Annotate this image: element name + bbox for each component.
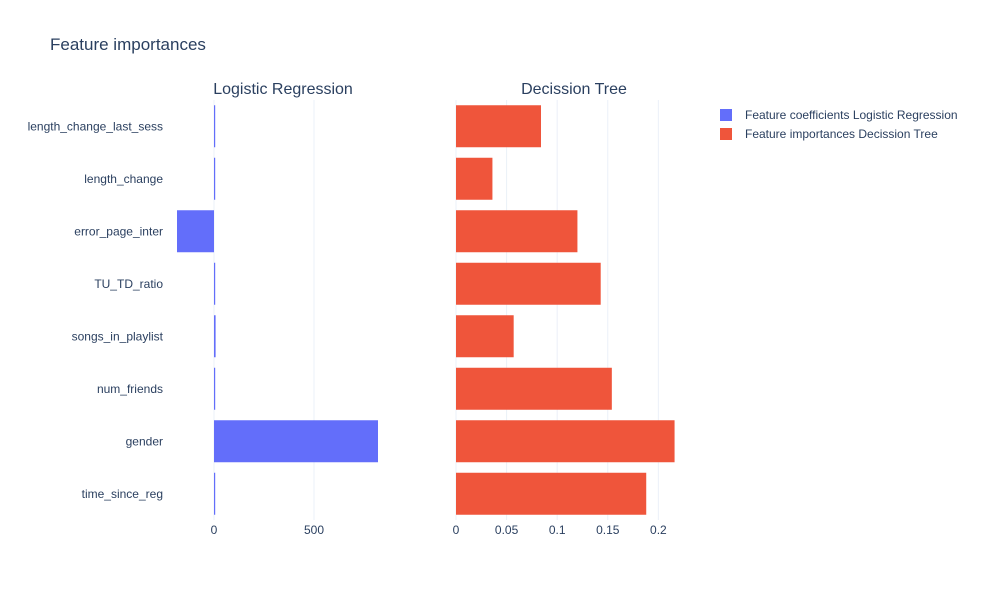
legend-label[interactable]: Feature importances Decission Tree [745, 127, 938, 141]
legend[interactable]: Feature coefficients Logistic Regression… [720, 108, 958, 141]
x-tick-label: 0.2 [650, 523, 667, 537]
y-tick-label: TU_TD_ratio [94, 277, 163, 291]
bar-error-page-inter[interactable] [177, 210, 214, 253]
bar-num-friends[interactable] [456, 367, 612, 410]
bar-length-change[interactable] [456, 157, 493, 200]
y-tick-label: songs_in_playlist [72, 329, 164, 343]
bar-length-change-last-sess[interactable] [214, 105, 216, 148]
legend-swatch[interactable] [720, 128, 732, 140]
bar-time-since-reg[interactable] [456, 472, 647, 515]
y-tick-label: num_friends [97, 382, 163, 396]
bar-error-page-inter[interactable] [456, 210, 578, 253]
x-tick-label: 0.05 [495, 523, 519, 537]
y-tick-label: time_since_reg [82, 487, 163, 501]
chart-title: Feature importances [50, 35, 206, 54]
bar-gender[interactable] [214, 420, 378, 463]
bar-tu-td-ratio[interactable] [456, 262, 601, 305]
label-layer: length_change_last_sess length_changeerro… [28, 81, 667, 537]
x-tick-label: 0 [211, 523, 218, 537]
y-tick-label: length_change [84, 172, 163, 186]
bar-length-change[interactable] [214, 157, 216, 200]
legend-label[interactable]: Feature coefficients Logistic Regression [745, 108, 958, 122]
bar-num-friends[interactable] [214, 367, 216, 410]
x-tick-label: 0.15 [596, 523, 620, 537]
bar-gender[interactable] [456, 420, 675, 463]
y-tick-label: gender [126, 434, 163, 448]
bar-time-since-reg[interactable] [214, 472, 216, 515]
bar-length-change-last-sess[interactable] [456, 105, 541, 148]
bar-layer [177, 105, 675, 515]
bar-songs-in-playlist[interactable] [456, 315, 514, 358]
subplot-title: Decission Tree [521, 81, 627, 98]
bar-tu-td-ratio[interactable] [214, 262, 216, 305]
x-tick-label: 500 [304, 523, 324, 537]
legend-swatch[interactable] [720, 109, 732, 121]
x-tick-label: 0.1 [549, 523, 566, 537]
y-tick-label: error_page_inter [74, 224, 163, 238]
bar-songs-in-playlist[interactable] [214, 315, 216, 358]
subplot-title: Logistic Regression [213, 81, 353, 98]
x-tick-label: 0 [453, 523, 460, 537]
y-tick-label: length_change_last_sess [28, 119, 163, 133]
